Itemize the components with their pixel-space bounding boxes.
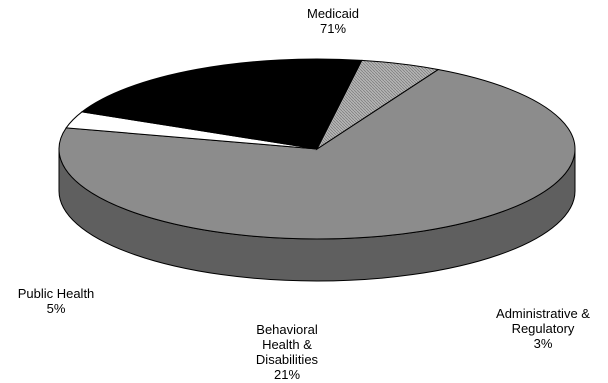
- slice-name: Health &: [262, 337, 312, 352]
- slice-label-public-health: Public Health 5%: [8, 286, 104, 316]
- slice-percent: 5%: [46, 301, 66, 316]
- slice-label-administrative-regulatory: Administrative & Regulatory 3%: [478, 306, 608, 351]
- slice-name: Behavioral: [256, 322, 318, 337]
- slice-name: Regulatory: [511, 321, 575, 336]
- pie-slice-medicaid: [58, 69, 576, 240]
- pie-slice-public-health: [315, 59, 440, 151]
- slice-percent: 71%: [319, 21, 347, 36]
- slice-percent: 3%: [533, 336, 553, 351]
- slice-name: Disabilities: [255, 352, 319, 367]
- pie-tops: [58, 58, 576, 240]
- slice-name: Administrative &: [496, 306, 590, 321]
- slice-label-behavioral-health: Behavioral Health & Disabilities 21%: [237, 322, 337, 382]
- slice-label-medicaid: Medicaid 71%: [288, 6, 378, 36]
- slice-name: Public Health: [17, 286, 95, 301]
- slice-name: Medicaid: [306, 6, 360, 21]
- slice-percent: 21%: [273, 367, 301, 382]
- pie-slice-behavioral-health-disabilities: [80, 58, 363, 150]
